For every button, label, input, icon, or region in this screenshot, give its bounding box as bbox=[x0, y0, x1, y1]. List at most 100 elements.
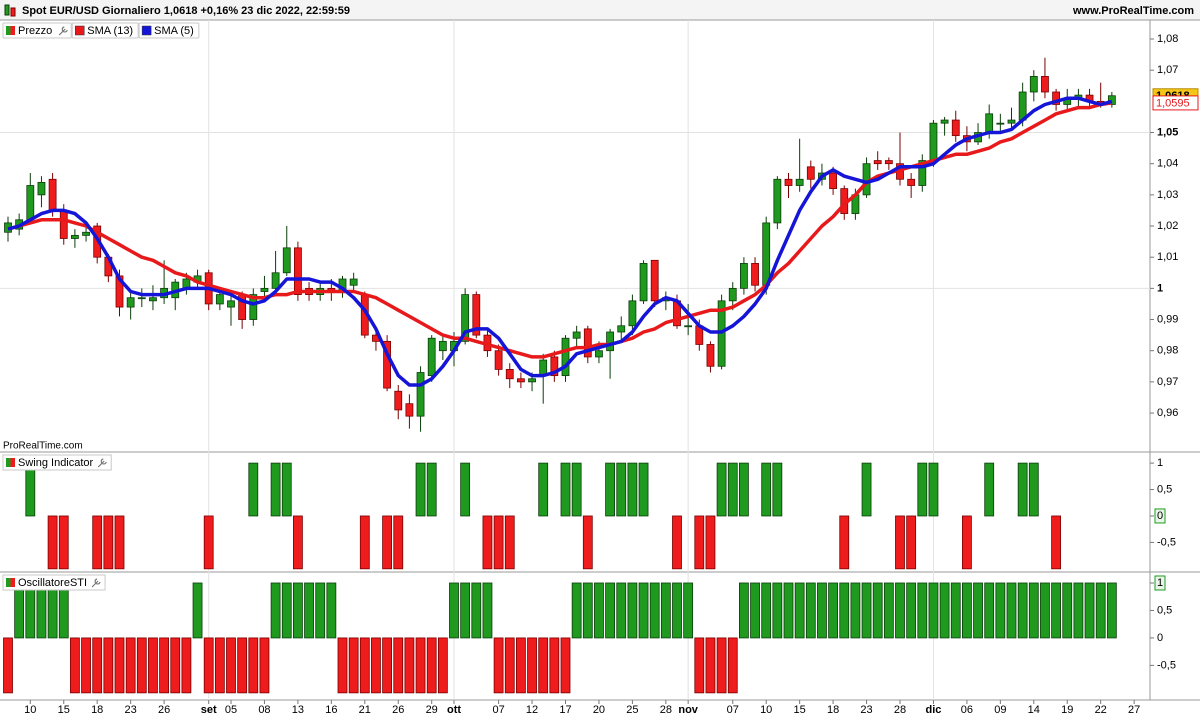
x-tick-label: 05 bbox=[225, 704, 237, 716]
indicator-bar bbox=[571, 582, 582, 639]
indicator-bar bbox=[805, 582, 816, 639]
indicator-bar bbox=[281, 462, 292, 517]
last-value-box bbox=[1154, 508, 1166, 524]
y-tick-label: 1,04 bbox=[1157, 158, 1178, 170]
x-tick-label: 27 bbox=[1128, 704, 1140, 716]
panel-title-box bbox=[2, 574, 106, 591]
y-tick-label: 1 bbox=[1157, 457, 1163, 469]
indicator-bar bbox=[125, 637, 136, 694]
candle-body bbox=[461, 294, 470, 342]
indicator-bar bbox=[516, 637, 526, 694]
candle-body bbox=[405, 403, 414, 417]
indicator-bar bbox=[705, 637, 716, 694]
sma-line bbox=[7, 96, 1113, 387]
x-tick-label: 23 bbox=[860, 704, 872, 716]
x-tick-label: 21 bbox=[359, 704, 371, 716]
indicator-bar bbox=[14, 582, 25, 639]
legend-box bbox=[2, 22, 72, 39]
candle-body bbox=[416, 372, 425, 417]
candle-body bbox=[271, 272, 280, 289]
candle-body bbox=[728, 287, 737, 302]
header-site[interactable]: www.ProRealTime.com bbox=[1072, 5, 1194, 17]
indicator-bar bbox=[70, 637, 80, 694]
indicator-bar bbox=[705, 515, 716, 570]
indicator-bar bbox=[928, 462, 939, 517]
indicator-bar bbox=[426, 462, 437, 517]
indicator-bar bbox=[861, 582, 872, 639]
candle-body bbox=[951, 119, 960, 137]
candle-body bbox=[427, 337, 436, 377]
indicator-bar bbox=[482, 582, 493, 639]
indicator-bar bbox=[538, 462, 549, 517]
indicator-bar bbox=[1017, 582, 1028, 639]
indicator-bar bbox=[415, 462, 426, 517]
candle-body bbox=[583, 328, 592, 358]
candle-body bbox=[37, 181, 46, 196]
indicator-bar bbox=[984, 582, 995, 639]
candle-body bbox=[940, 119, 949, 124]
indicator-bar bbox=[47, 515, 58, 570]
indicator-bar bbox=[203, 637, 214, 694]
indicator-bar bbox=[415, 637, 426, 694]
x-tick-label: 10 bbox=[760, 704, 772, 716]
indicator-bar bbox=[962, 582, 972, 639]
indicator-bar bbox=[404, 637, 415, 694]
indicator-bar bbox=[1051, 582, 1061, 639]
indicator-bar bbox=[683, 582, 694, 639]
candle-body bbox=[282, 247, 291, 274]
x-tick-label: 07 bbox=[727, 704, 739, 716]
y-tick-label: 1,01 bbox=[1157, 251, 1178, 263]
candle-body bbox=[784, 178, 793, 186]
x-tick-label: 25 bbox=[626, 704, 638, 716]
indicator-bar bbox=[783, 582, 794, 639]
y-tick-label: 1,08 bbox=[1157, 33, 1178, 45]
x-tick-label: 07 bbox=[492, 704, 504, 716]
indicator-bar bbox=[192, 582, 203, 639]
indicator-bar bbox=[58, 515, 69, 570]
candle-body bbox=[606, 331, 614, 352]
panel-title-swatch bbox=[10, 458, 15, 467]
indicator-bar bbox=[861, 462, 872, 517]
x-tick-label: 13 bbox=[292, 704, 304, 716]
indicator-bar bbox=[504, 637, 515, 694]
indicator-bar bbox=[1073, 582, 1084, 639]
x-tick-label: 12 bbox=[526, 704, 538, 716]
indicator-bar bbox=[270, 582, 281, 639]
candle-body bbox=[528, 378, 536, 383]
y-tick-label: 0 bbox=[1157, 632, 1163, 644]
panel-wrench bbox=[91, 578, 101, 588]
y-tick-label: 1 bbox=[1157, 577, 1163, 589]
legend-swatch bbox=[75, 25, 85, 36]
x-tick-label: 17 bbox=[559, 704, 571, 716]
legend-swatch bbox=[141, 25, 152, 36]
x-tick-label: 23 bbox=[125, 704, 137, 716]
x-tick-label: 20 bbox=[593, 704, 605, 716]
candle-body bbox=[751, 263, 759, 286]
indicator-bar bbox=[649, 582, 660, 639]
indicator-bar bbox=[148, 637, 158, 694]
indicator-bar bbox=[571, 462, 582, 517]
indicator-bar bbox=[460, 582, 471, 639]
y-tick-label: 0,97 bbox=[1157, 376, 1178, 388]
indicator-bar bbox=[504, 515, 515, 570]
indicator-bar bbox=[727, 637, 738, 694]
candle-body bbox=[349, 278, 358, 286]
x-tick-label: dic bbox=[925, 704, 941, 716]
indicator-bar bbox=[437, 637, 448, 694]
candle-body bbox=[572, 331, 581, 339]
indicator-bar bbox=[382, 637, 393, 694]
indicator-bar bbox=[1028, 462, 1039, 517]
legend-wrench bbox=[58, 26, 68, 36]
y-tick-label: 0,98 bbox=[1157, 345, 1178, 357]
candle-body bbox=[561, 337, 570, 377]
x-tick-label: 18 bbox=[91, 704, 103, 716]
x-tick-label: nov bbox=[678, 704, 698, 716]
indicator-bar bbox=[560, 462, 571, 517]
y-tick-label: 1 bbox=[1157, 282, 1163, 294]
y-tick-label: -0,5 bbox=[1157, 659, 1176, 671]
indicator-bar bbox=[259, 637, 270, 694]
candle-body bbox=[215, 294, 224, 305]
legend-label: SMA (5) bbox=[154, 25, 194, 37]
indicator-bar bbox=[170, 637, 181, 694]
